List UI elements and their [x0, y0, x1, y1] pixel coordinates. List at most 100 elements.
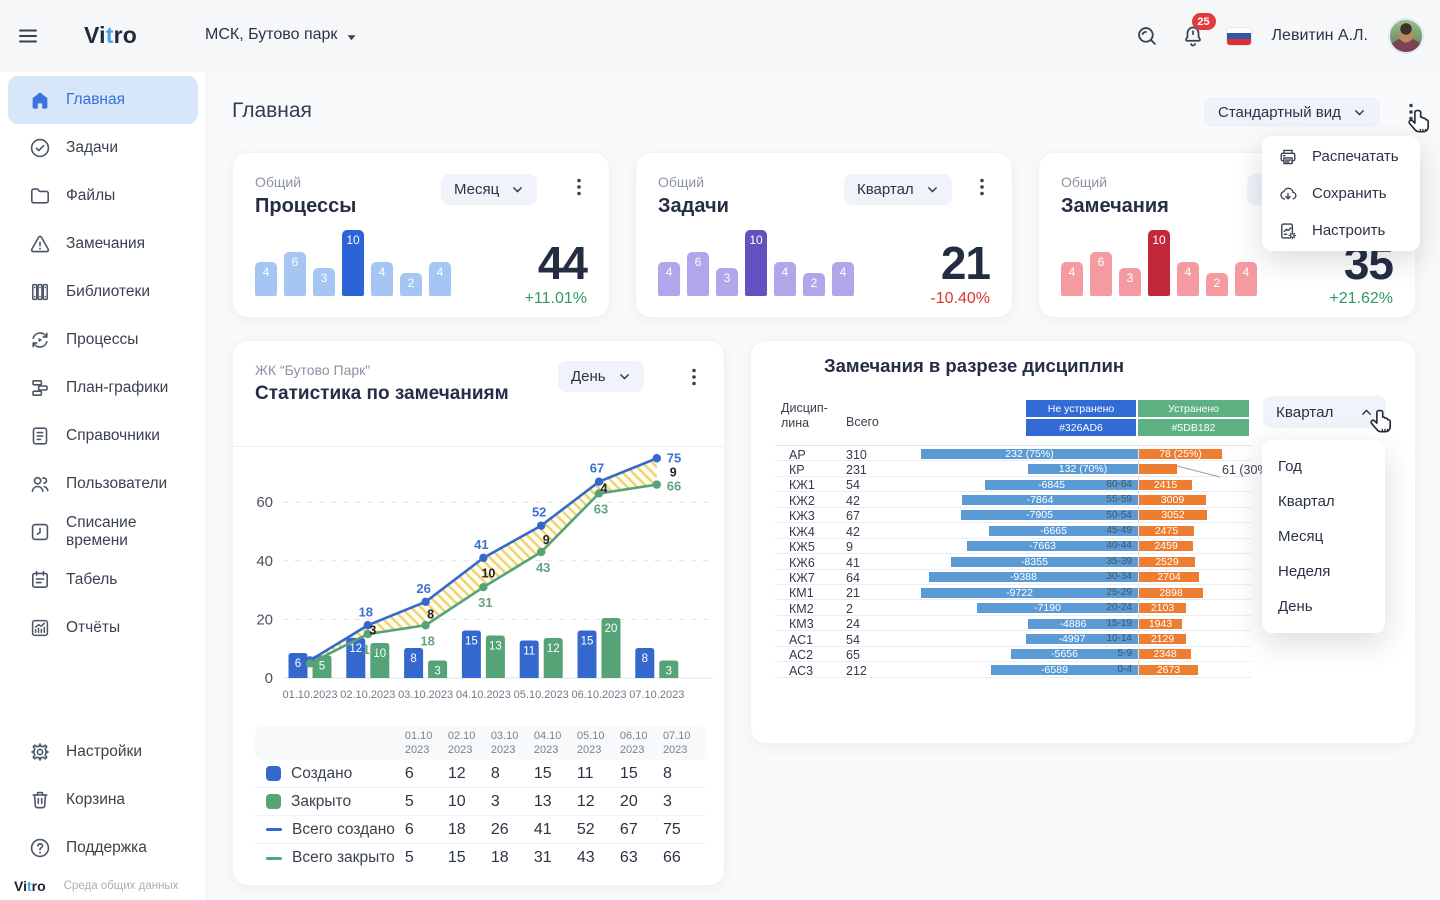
sidebar-item-label: Библиотеки: [66, 283, 150, 300]
users-icon: [28, 472, 52, 496]
stat-period-select[interactable]: Квартал: [844, 174, 952, 205]
svg-text:52: 52: [532, 505, 546, 520]
summary-table-col-header: 01.10 2023: [404, 729, 433, 756]
table-value: 3: [490, 792, 500, 810]
warning-triangle-icon: [28, 232, 52, 256]
stat-period-select[interactable]: Месяц: [441, 174, 538, 205]
period-option[interactable]: День: [1278, 598, 1313, 615]
sidebar-item-label: Корзина: [66, 791, 126, 808]
table-value: 13: [533, 792, 552, 810]
discipline-label: АС3: [789, 663, 814, 678]
sidebar-item-gantt[interactable]: План-графики: [8, 364, 198, 412]
sidebar-item-folder[interactable]: Файлы: [8, 172, 198, 220]
svg-text:13: 13: [489, 641, 502, 653]
sidebar-item-report-chart[interactable]: Отчёты: [8, 604, 198, 652]
svg-text:11: 11: [523, 646, 535, 658]
project-selector[interactable]: МСК, Бутово парк: [205, 26, 357, 44]
sidebar-item-label: Главная: [66, 91, 125, 108]
range-label: 25-29: [1106, 586, 1132, 598]
mini-bar: 4: [832, 262, 854, 296]
callout-line: [1176, 465, 1221, 478]
period-option[interactable]: Год: [1278, 458, 1302, 475]
stat-card-kebab-button[interactable]: [970, 175, 994, 199]
bar-not-fixed: -6845: [985, 479, 1138, 490]
bar-not-fixed: -6589: [991, 665, 1138, 675]
bar-fixed: 2673: [1139, 665, 1198, 675]
page-kebab-button[interactable]: [1399, 100, 1423, 124]
search-icon[interactable]: [1134, 23, 1160, 49]
svg-text:31: 31: [478, 595, 492, 610]
table-value: 8: [490, 764, 500, 782]
sidebar-item-label: Замечания: [66, 235, 146, 252]
svg-text:3: 3: [369, 624, 376, 638]
check-circle-icon: [28, 136, 52, 160]
sidebar-item-label: Справочники: [66, 427, 160, 444]
column-header-total: Всего: [846, 415, 879, 429]
sidebar-item-warning-triangle[interactable]: Замечания: [8, 220, 198, 268]
chevron-down-icon: [926, 183, 939, 196]
stat-card-kebab-button[interactable]: [567, 175, 591, 199]
user-name[interactable]: Левитин А.Л.: [1271, 27, 1368, 44]
discipline-label: АС2: [789, 648, 814, 663]
disciplines-rows: АР 310 232 (75%) 78 (25%) КР 231 132 (70%) КЖ1 5…: [775, 445, 1273, 678]
bar-not-fixed: -7663: [967, 541, 1138, 552]
sidebar-item-process-arrows[interactable]: Процессы: [8, 316, 198, 364]
discipline-label: КЖ1: [789, 478, 815, 493]
gantt-icon: [28, 376, 52, 400]
discipline-total: 310: [846, 447, 867, 462]
discipline-total: 41: [846, 555, 860, 570]
summary-table-col-header: 05.10 2023: [576, 729, 605, 756]
sidebar-item-label: План-графики: [66, 379, 169, 396]
menu-item-printer[interactable]: Распечатать: [1262, 138, 1420, 175]
table-value: 20: [619, 792, 638, 810]
svg-text:60: 60: [256, 494, 273, 511]
table-value: 3: [662, 792, 672, 810]
statistics-period-select[interactable]: День: [558, 361, 644, 392]
sidebar-item-time-write-off[interactable]: Списание времени: [8, 508, 198, 556]
svg-text:20: 20: [256, 611, 273, 628]
bar-not-fixed: -7190: [977, 603, 1138, 613]
disciplines-period-select[interactable]: Квартал: [1263, 396, 1386, 428]
sidebar-item-notebook[interactable]: Справочники: [8, 412, 198, 460]
bell-icon[interactable]: 25: [1180, 13, 1216, 49]
sidebar-item-users[interactable]: Пользователи: [8, 460, 198, 508]
menu-button[interactable]: [16, 24, 40, 48]
stat-card-category: Общий: [1061, 174, 1108, 190]
question-circle-icon: [28, 836, 52, 860]
topbar-actions: 25 Левитин А.Л.: [1134, 0, 1424, 72]
sidebar-item-home[interactable]: Главная: [8, 76, 198, 124]
discipline-label: АР: [789, 447, 806, 462]
svg-text:9: 9: [543, 533, 550, 547]
sidebar-item-check-circle[interactable]: Задачи: [8, 124, 198, 172]
range-label: 45-49: [1106, 524, 1132, 536]
sidebar: Главная Задачи Файлы Замечания Библиотеки Про…: [0, 72, 207, 900]
discipline-label: КЖ6: [789, 555, 815, 570]
discipline-label: КЖ5: [789, 540, 815, 555]
bar-not-fixed: -4886: [1028, 618, 1138, 629]
menu-item-chart-settings[interactable]: Настроить: [1262, 212, 1420, 249]
table-value: 66: [662, 849, 681, 866]
sidebar-item-library[interactable]: Библиотеки: [8, 268, 198, 316]
sidebar-item-trash[interactable]: Корзина: [8, 776, 198, 824]
stat-value: 44: [537, 237, 588, 289]
mini-bar-chart: 4 6 3 10 4 2 4: [1061, 230, 1257, 296]
period-option[interactable]: Неделя: [1278, 563, 1331, 580]
sidebar-item-timesheet[interactable]: Табель: [8, 556, 198, 604]
period-option[interactable]: Квартал: [1278, 493, 1335, 510]
discipline-label: КР: [789, 462, 805, 477]
svg-text:8: 8: [642, 653, 648, 665]
mini-bar: 10: [1148, 230, 1170, 296]
period-option[interactable]: Месяц: [1278, 528, 1324, 545]
chart-settings-icon: [1277, 220, 1299, 242]
menu-item-cloud-download[interactable]: Сохранить: [1262, 175, 1420, 212]
statistics-card-kebab-button[interactable]: [682, 365, 706, 389]
range-label: 60-64: [1106, 478, 1132, 490]
view-selector-button[interactable]: Стандартный вид: [1204, 97, 1380, 127]
avatar[interactable]: [1388, 18, 1424, 54]
time-write-off-icon: [28, 520, 52, 544]
language-flag-ru[interactable]: [1225, 26, 1252, 46]
sidebar-item-question-circle[interactable]: Поддержка: [8, 824, 198, 872]
summary-table-col-header: 07.10 2023: [662, 729, 691, 756]
sidebar-item-gear[interactable]: Настройки: [8, 728, 198, 776]
folder-icon: [28, 184, 52, 208]
